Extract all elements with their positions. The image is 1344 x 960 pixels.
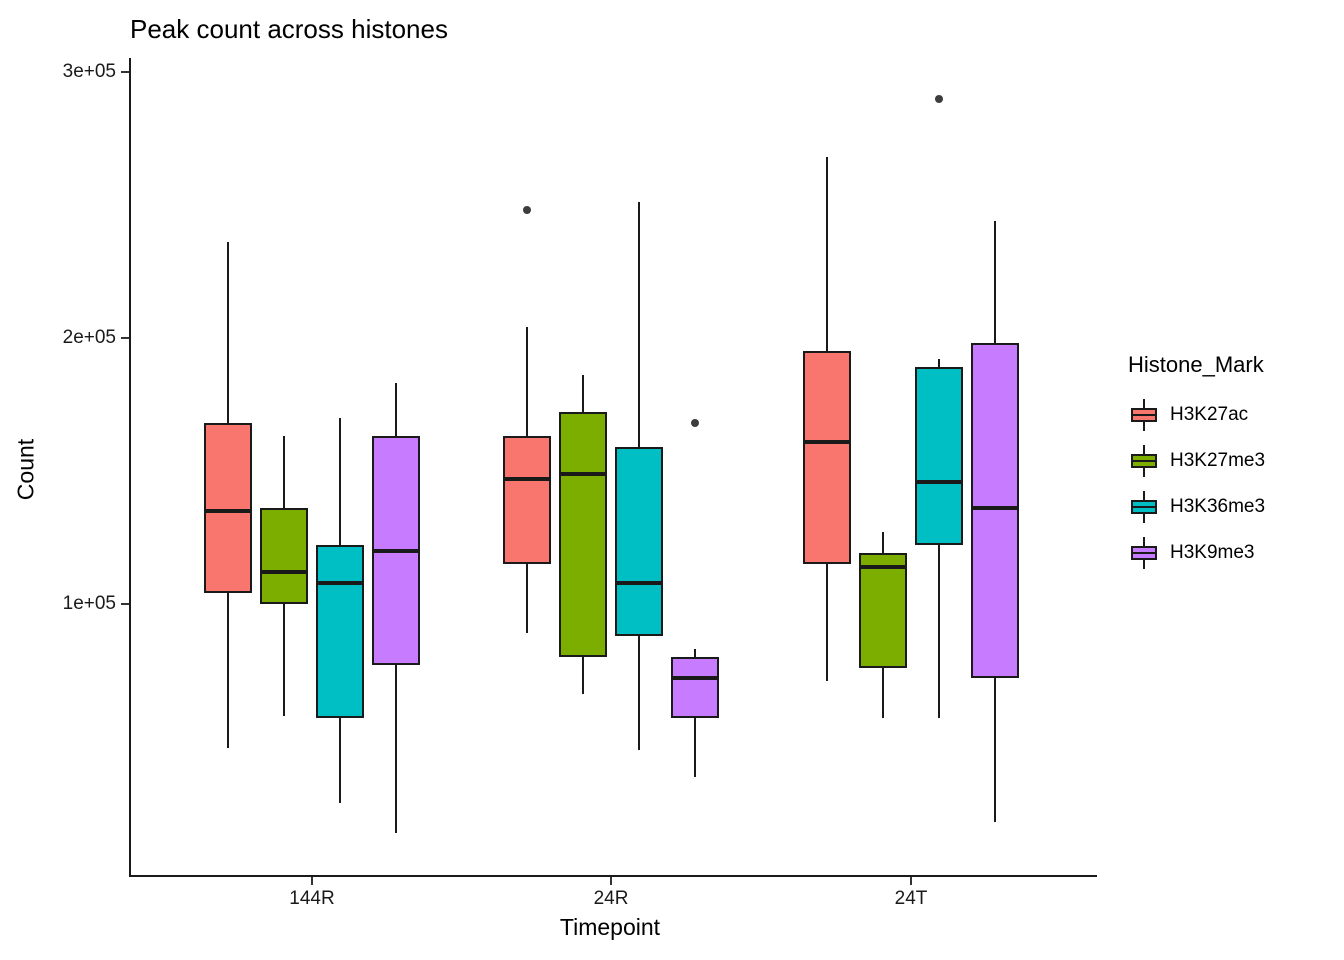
y-tick-label: 1e+05 [62,593,116,614]
boxplot-box [859,553,907,668]
chart-title: Peak count across histones [130,14,448,44]
median-line [803,439,851,444]
median-line [316,580,364,585]
legend: Histone_Mark H3K27ac H3K27me3 H3K36me3 H3K9… [1128,352,1265,576]
legend-label: H3K9me3 [1170,542,1255,563]
legend-title: Histone_Mark [1128,352,1264,377]
median-line [559,471,607,476]
boxplot-box [615,447,663,636]
legend-label: H3K36me3 [1170,496,1266,517]
y-axis-line [129,58,131,877]
x-axis-label: Timepoint [559,914,661,940]
legend-item: H3K27me3 [1128,438,1265,484]
median-line [915,479,963,484]
median-line [615,580,663,585]
y-tick-mark [121,603,129,605]
boxplot-box [204,423,252,594]
x-tick-mark [610,877,612,885]
legend-label: H3K27me3 [1170,450,1266,471]
boxplot-box [915,367,963,546]
legend-key-median [1131,460,1157,462]
median-line [503,476,551,481]
boxplot-box [260,508,308,604]
median-line [204,508,252,513]
boxplot-box [671,657,719,719]
median-line [372,548,420,553]
x-tick-label: 24T [894,888,928,909]
median-line [859,564,907,569]
median-line [971,506,1019,511]
y-tick-mark [121,337,129,339]
x-tick-label: 144R [289,888,335,909]
legend-key-median [1131,552,1157,554]
legend-key-boxplot-icon [1128,491,1160,523]
x-tick-mark [311,877,313,885]
outlier-point [935,94,943,103]
boxplot-box [971,343,1019,679]
legend-key-median [1131,414,1157,416]
legend-key-boxplot-icon [1128,399,1160,431]
boxplot-box [503,436,551,565]
legend-key-boxplot-icon [1128,445,1160,477]
outlier-point [691,419,699,428]
legend-key-median [1131,506,1157,508]
boxplot-box [803,351,851,565]
x-tick-mark [910,877,912,885]
boxplot-box [316,545,364,719]
legend-items: H3K27ac H3K27me3 H3K36me3 H3K9me3 [1128,392,1265,576]
median-line [671,676,719,681]
x-tick-label: 24R [593,888,629,909]
y-tick-label: 2e+05 [62,327,116,348]
outlier-point [523,206,531,215]
y-tick-label: 3e+05 [62,61,116,82]
legend-item: H3K36me3 [1128,484,1265,530]
legend-item: H3K27ac [1128,392,1265,438]
boxplot-box [559,412,607,658]
legend-label: H3K27ac [1170,404,1249,425]
legend-key-boxplot-icon [1128,537,1160,569]
legend-item: H3K9me3 [1128,530,1265,576]
median-line [260,570,308,575]
y-tick-mark [121,71,129,73]
x-axis-line [129,875,1097,877]
